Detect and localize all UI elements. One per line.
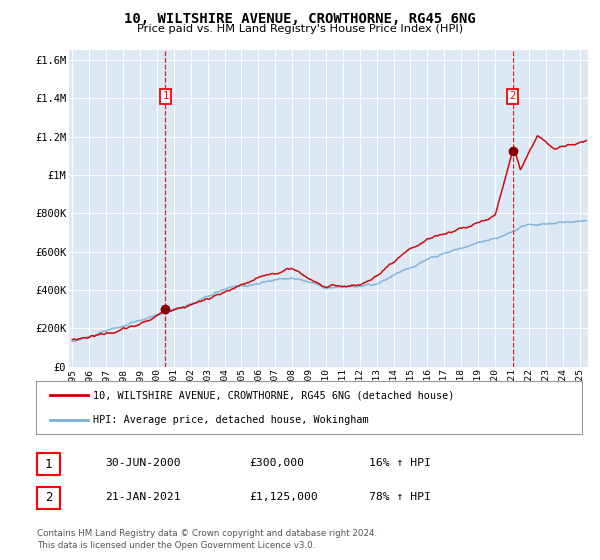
Text: 30-JUN-2000: 30-JUN-2000 [105, 458, 181, 468]
Text: 1: 1 [162, 91, 169, 101]
Text: 21-JAN-2021: 21-JAN-2021 [105, 492, 181, 502]
Text: 2: 2 [45, 491, 52, 505]
Text: 78% ↑ HPI: 78% ↑ HPI [369, 492, 431, 502]
Text: 2: 2 [509, 91, 516, 101]
Text: £1,125,000: £1,125,000 [249, 492, 318, 502]
Text: 16% ↑ HPI: 16% ↑ HPI [369, 458, 431, 468]
Text: £300,000: £300,000 [249, 458, 304, 468]
Text: Price paid vs. HM Land Registry's House Price Index (HPI): Price paid vs. HM Land Registry's House … [137, 24, 463, 34]
Text: 10, WILTSHIRE AVENUE, CROWTHORNE, RG45 6NG (detached house): 10, WILTSHIRE AVENUE, CROWTHORNE, RG45 6… [94, 390, 455, 400]
Text: 1: 1 [45, 458, 52, 471]
Text: 10, WILTSHIRE AVENUE, CROWTHORNE, RG45 6NG: 10, WILTSHIRE AVENUE, CROWTHORNE, RG45 6… [124, 12, 476, 26]
Text: Contains HM Land Registry data © Crown copyright and database right 2024.
This d: Contains HM Land Registry data © Crown c… [37, 529, 377, 550]
Text: HPI: Average price, detached house, Wokingham: HPI: Average price, detached house, Woki… [94, 414, 369, 424]
